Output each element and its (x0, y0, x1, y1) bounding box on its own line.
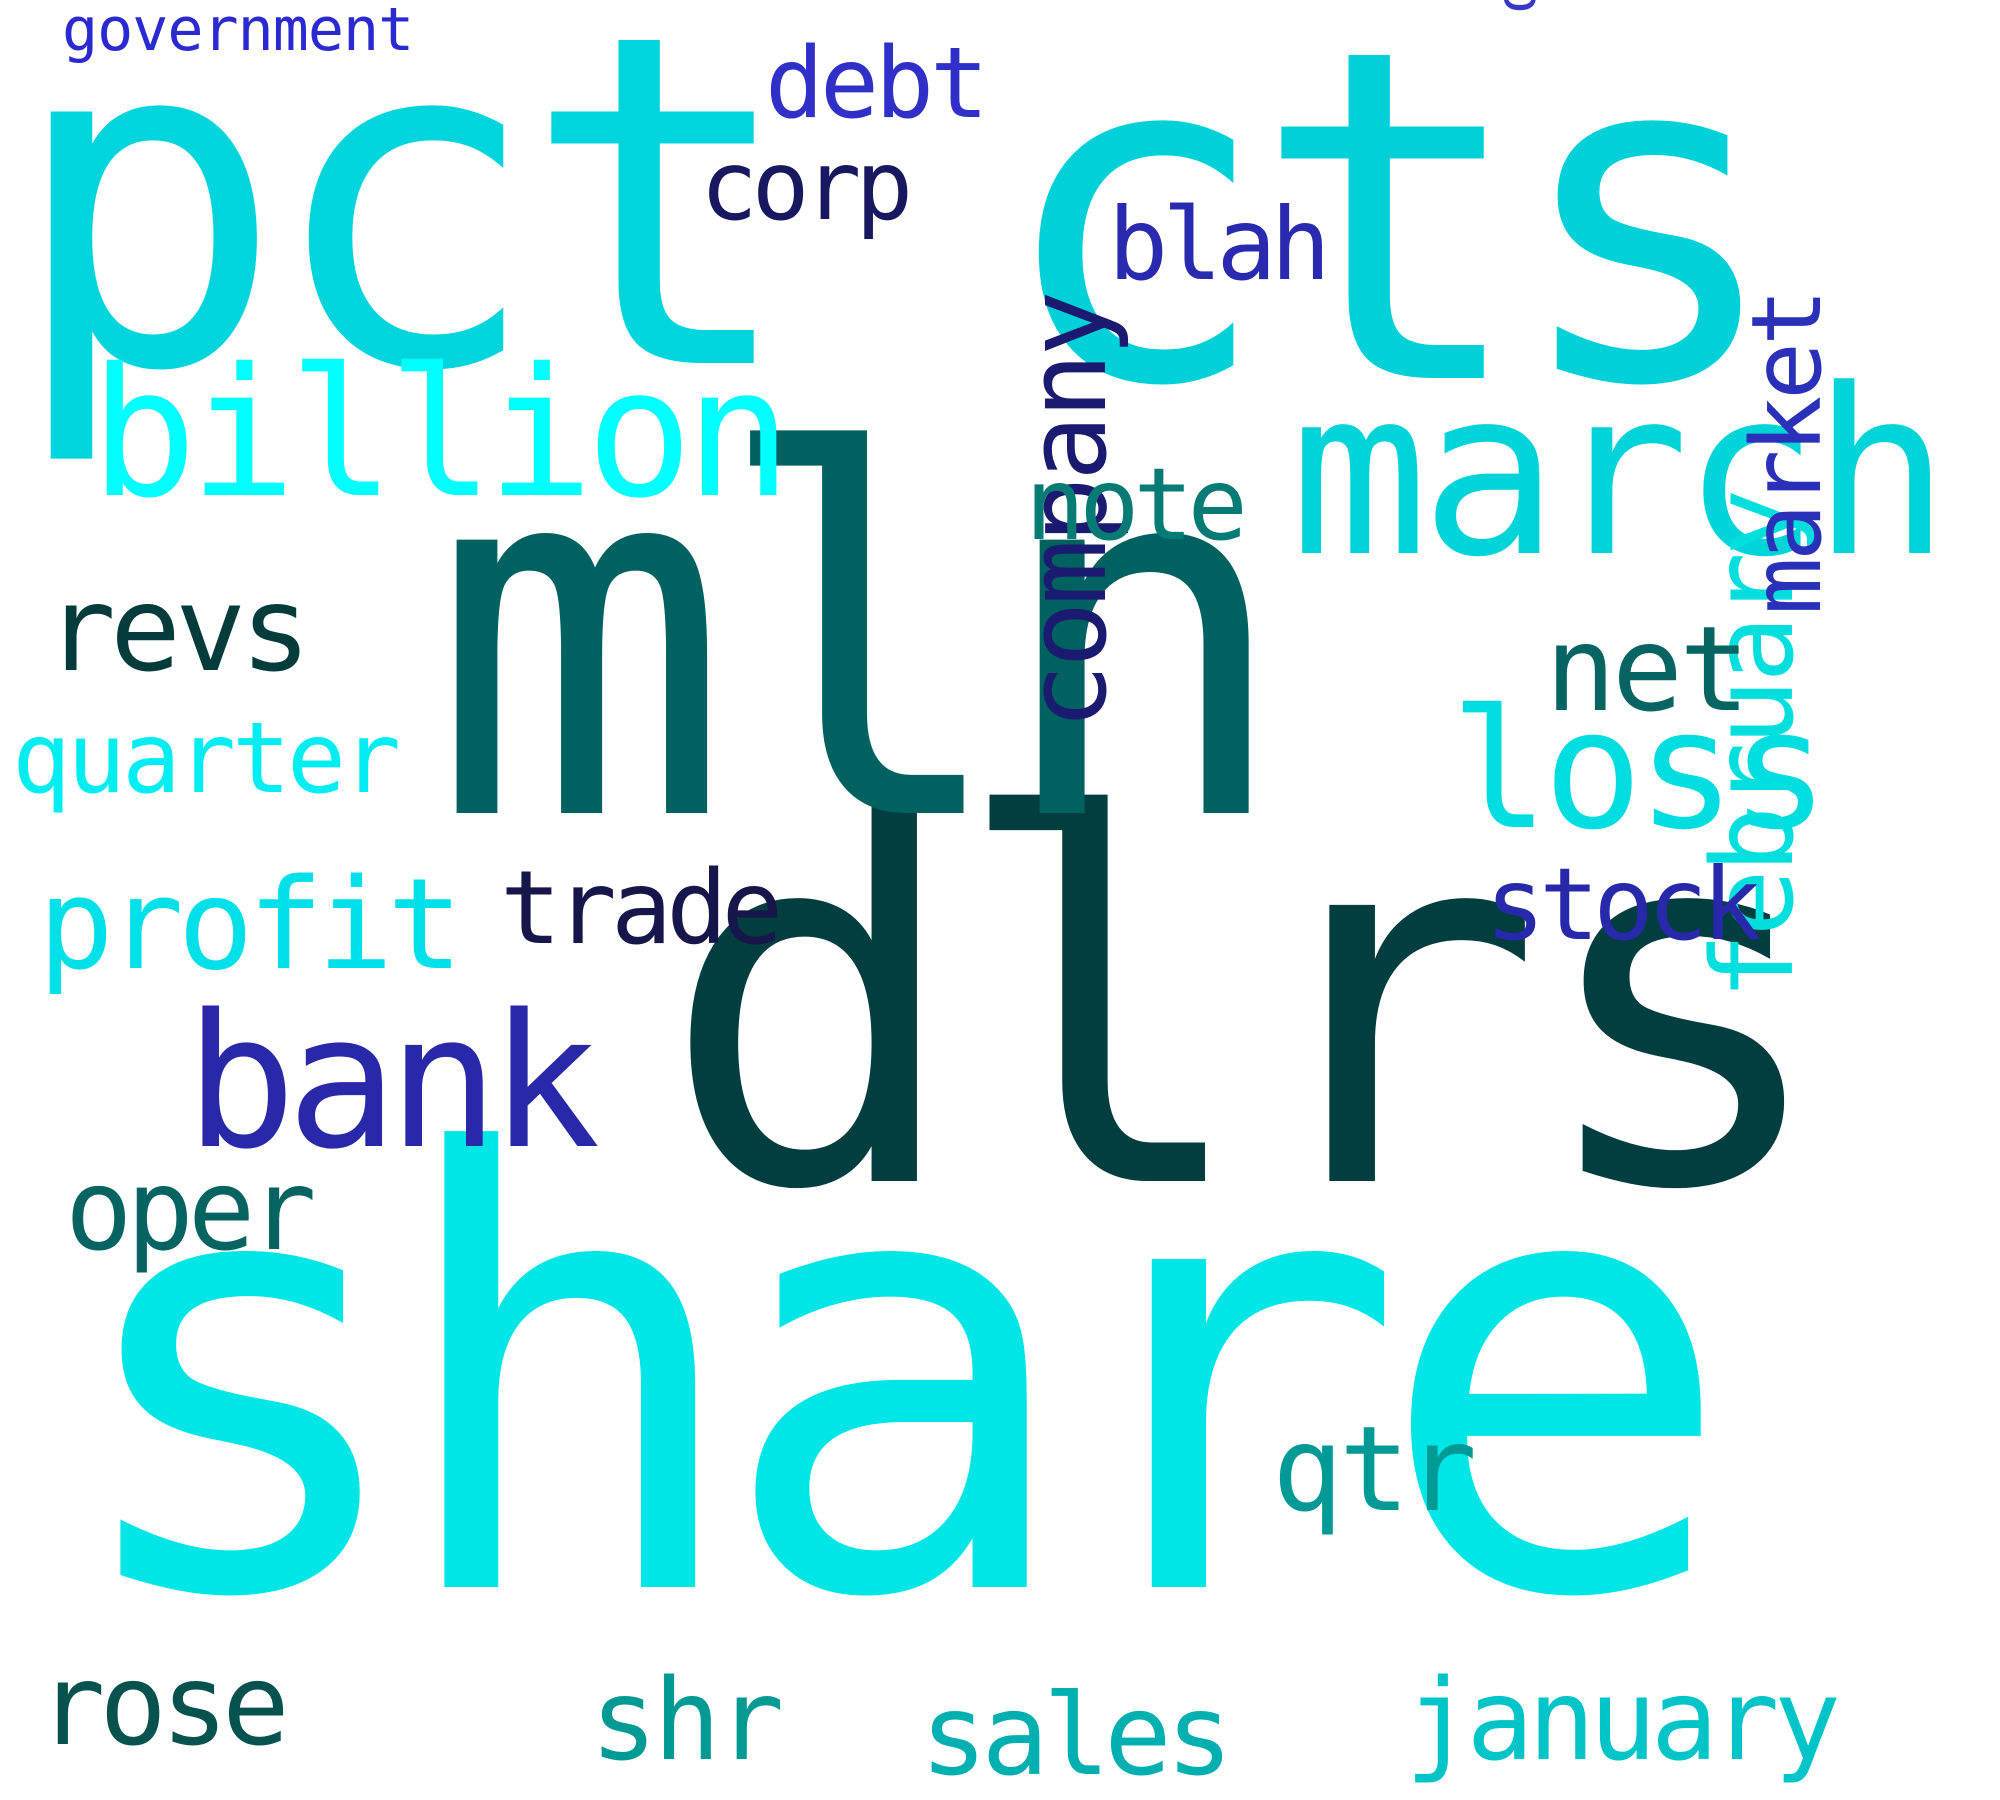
word-note: note (1025, 446, 1248, 563)
word-revs: revs (45, 560, 311, 698)
word-debt: debt (765, 27, 989, 141)
word-qtr: qtr (1272, 1400, 1477, 1538)
word-mln: mln (430, 349, 1293, 931)
word-rose: rose (38, 1641, 290, 1771)
word-trade: trade (500, 849, 783, 968)
word-cts: cts (995, 0, 1786, 487)
word-government: government (62, 0, 414, 65)
word-march: march (1290, 341, 1950, 608)
word-dlrs: dlrs (660, 713, 1834, 1301)
word-bank: bank (185, 974, 601, 1190)
word-loss: loss (1450, 674, 1829, 866)
word-profit: profit (38, 851, 463, 998)
word-net: net (1545, 600, 1750, 738)
word-shr: shr (590, 1656, 784, 1786)
word-corp: corp (700, 130, 913, 242)
word-oper: oper (65, 1146, 317, 1276)
word-january: january (1405, 1656, 1841, 1786)
word-sales: sales (920, 1671, 1233, 1800)
word-blah: blah (1108, 186, 1331, 303)
word-quarter: quarter (12, 702, 401, 816)
word-stock: stock (1485, 846, 1762, 963)
word-pct: pct (8, 0, 799, 472)
word-oil: oil (1484, 0, 1549, 14)
word-billion: billion (90, 330, 792, 537)
word-share: share (58, 1030, 1736, 1729)
word-market: market (1731, 292, 1843, 615)
